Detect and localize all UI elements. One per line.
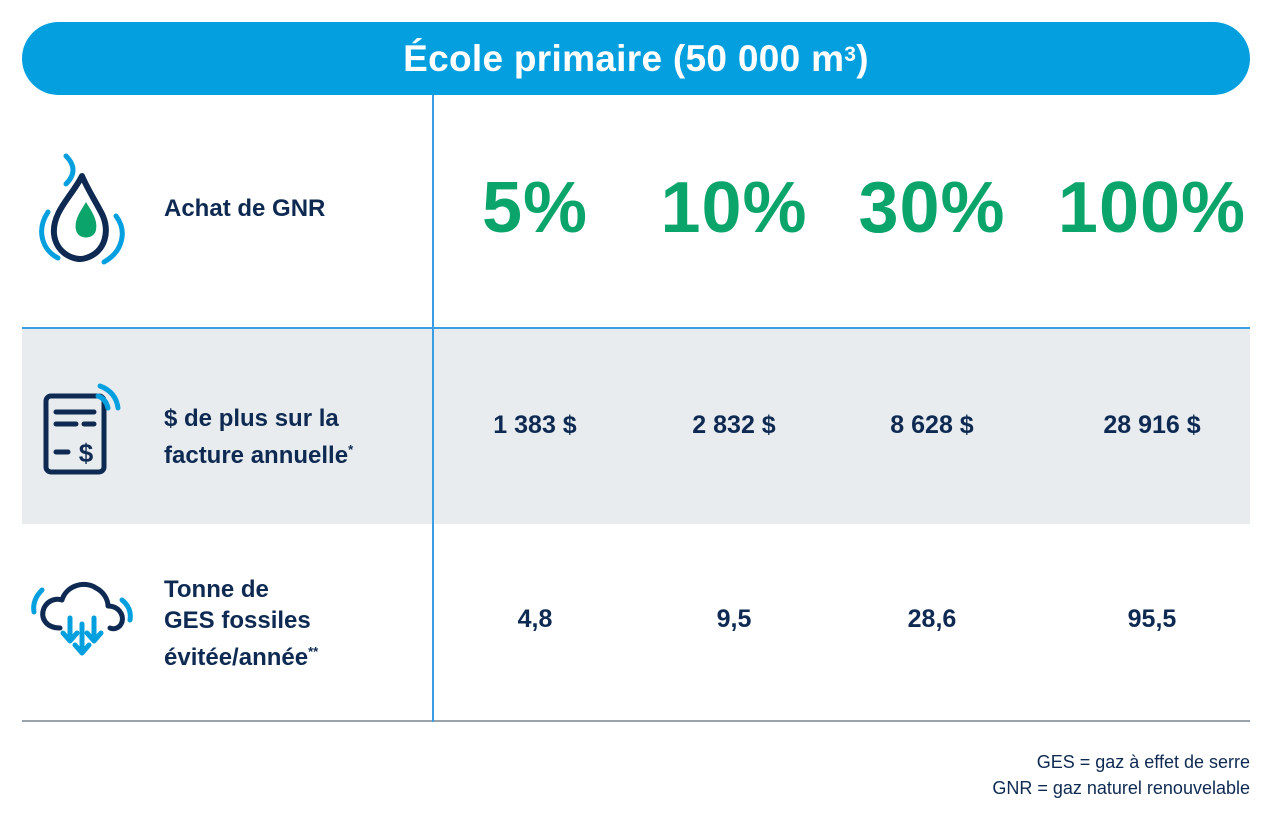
abbreviation-legend: GES = gaz à effet de serre GNR = gaz nat… — [992, 749, 1250, 801]
ghg-value-30: 28,6 — [907, 605, 957, 633]
svg-text:$: $ — [79, 438, 94, 468]
percent-30: 30% — [858, 168, 1006, 248]
label-ghg-avoided: Tonne de GES fossiles évitée/année** — [164, 574, 318, 673]
cloud-down-arrows-icon — [31, 582, 133, 656]
percent-5: 5% — [481, 168, 589, 248]
footnote-mark-double: ** — [308, 644, 319, 659]
bill-value-30: 8 628 $ — [890, 411, 974, 439]
label-gnr-purchase: Achat de GNR — [164, 193, 325, 224]
row-annual-bill — [22, 328, 1250, 524]
title-text: École primaire (50 000 m — [403, 37, 845, 79]
ghg-value-5: 4,8 — [517, 605, 553, 633]
table-title: École primaire (50 000 m 3) — [22, 22, 1250, 95]
legend-ges: GES = gaz à effet de serre — [1036, 752, 1250, 772]
column-divider — [432, 95, 434, 722]
legend-gnr: GNR = gaz naturel renouvelable — [992, 778, 1250, 798]
bill-value-10: 2 832 $ — [692, 411, 776, 439]
label-ghg-line2: GES fossiles — [164, 607, 311, 634]
percent-10: 10% — [660, 168, 808, 248]
invoice-dollar-icon: $ — [43, 383, 121, 475]
label-annual-bill: $ de plus sur la facture annuelle* — [164, 403, 353, 471]
ghg-value-100: 95,5 — [1127, 605, 1177, 633]
bill-value-100: 28 916 $ — [1103, 411, 1201, 439]
label-ghg-line3: évitée/année — [164, 644, 309, 671]
footnote-mark-single: * — [348, 442, 354, 457]
bill-value-5: 1 383 $ — [493, 411, 577, 439]
label-gnr-text: Achat de GNR — [164, 195, 326, 222]
flame-drop-icon — [39, 153, 125, 265]
label-bill-line1: $ de plus sur la — [164, 405, 339, 432]
ghg-value-10: 9,5 — [716, 605, 752, 633]
label-ghg-line1: Tonne de — [164, 576, 269, 603]
row-divider — [22, 327, 1250, 329]
percent-100: 100% — [1057, 168, 1247, 248]
table-bottom-rule — [22, 720, 1250, 722]
label-bill-line2: facture annuelle — [164, 442, 349, 469]
title-close: ) — [856, 37, 869, 79]
title-superscript: 3 — [844, 42, 857, 66]
